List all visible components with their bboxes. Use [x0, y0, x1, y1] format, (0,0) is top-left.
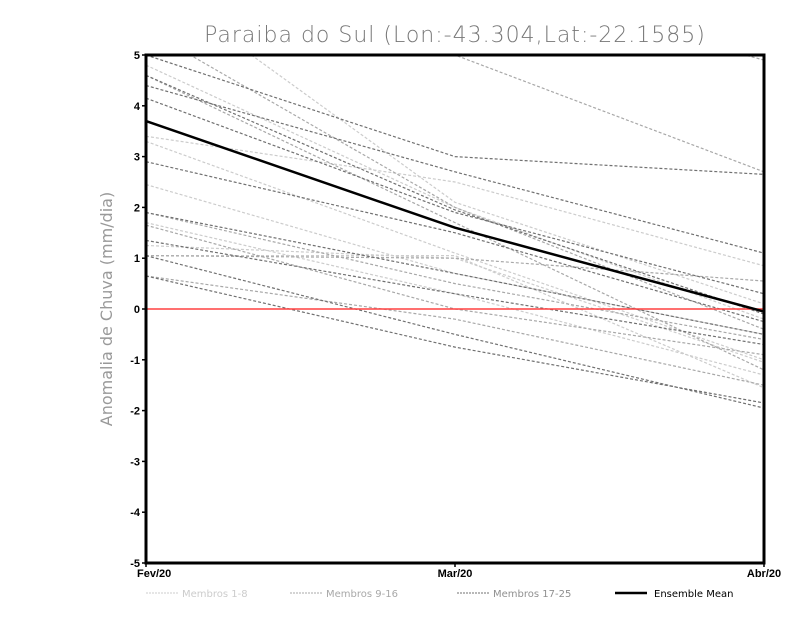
y-tick-label: -5 [130, 558, 140, 570]
member-line-group2-8 [188, 55, 764, 330]
y-axis-label: Anomalia de Chuva (mm/dia) [97, 192, 116, 426]
y-tick-label: 3 [134, 152, 140, 164]
chart-title: Paraiba do Sul (Lon:-43.304,Lat:-22.1585… [204, 23, 706, 48]
member-line-group1-2 [146, 183, 764, 335]
ensemble-mean-line [146, 119, 764, 313]
member-line-group3-4 [146, 239, 764, 346]
y-tick-label: 0 [134, 304, 140, 316]
y-tick-label: 1 [134, 253, 140, 265]
legend-label-group1: Membros 1-8 [182, 589, 248, 600]
x-tick-label: Fev/20 [137, 568, 171, 580]
member-line-group2-5 [146, 275, 764, 386]
y-tick-label: -3 [130, 456, 140, 468]
member-line-group1-6 [146, 140, 764, 361]
member-line-group2-6 [146, 74, 764, 371]
member-line-group3-5 [146, 275, 764, 404]
member-line-group1-4 [146, 244, 764, 363]
y-tick-label: 4 [134, 101, 141, 113]
member-line-group3-8 [146, 255, 764, 409]
legend-label-group2: Membros 9-16 [326, 589, 398, 600]
member-line-group2-2 [452, 55, 764, 173]
x-tick-label: Mar/20 [438, 568, 473, 580]
y-tick-label: -1 [130, 355, 140, 367]
y-tick-label: 5 [134, 50, 140, 62]
member-line-group3-1 [146, 84, 764, 254]
y-tick-label: 2 [134, 202, 140, 214]
member-line-group1-3 [146, 64, 764, 320]
legend-label-group3: Membros 17-25 [493, 589, 571, 600]
legend: Membros 1-8 Membros 9-16 Membros 17-25 Ense… [146, 589, 733, 600]
member-lines [146, 55, 764, 409]
member-line-group3-7 [146, 55, 764, 175]
member-line-group2-1 [146, 224, 764, 356]
legend-label-ensemble-mean: Ensemble Mean [654, 589, 733, 600]
y-tick-label: -4 [130, 507, 141, 519]
member-line-group1-8 [250, 55, 764, 305]
x-tick-label: Abr/20 [747, 568, 781, 580]
member-line-group3-2 [146, 97, 764, 295]
member-line-group1-7 [146, 255, 764, 389]
member-line-group1-1 [146, 135, 764, 267]
member-line-group3-3 [146, 161, 764, 323]
member-line-group2-7 [146, 211, 764, 341]
member-line-group3-9 [146, 74, 764, 315]
member-line-group1-5 [146, 222, 764, 376]
y-tick-label: -2 [130, 406, 140, 418]
member-line-group2-4 [146, 255, 764, 282]
